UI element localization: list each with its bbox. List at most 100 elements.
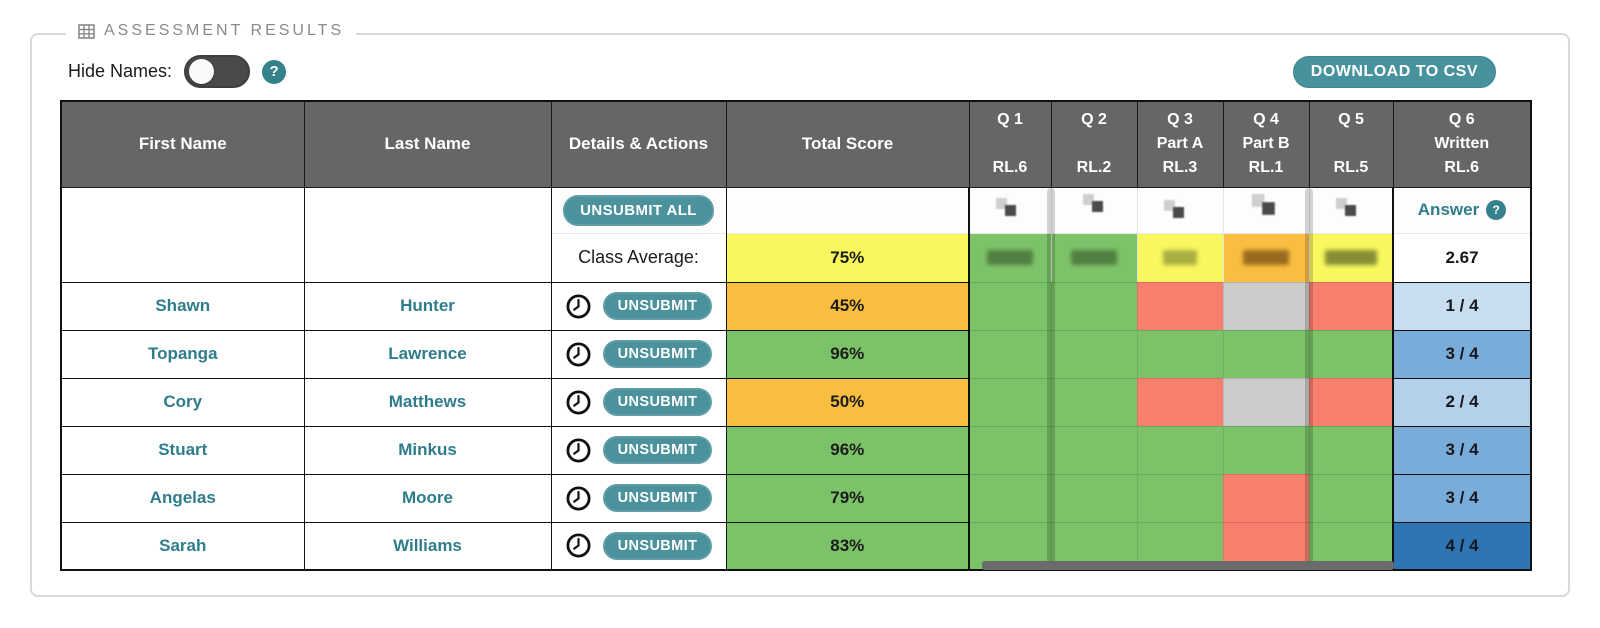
student-last-name[interactable]: Minkus xyxy=(303,426,552,475)
q5-cell xyxy=(1308,282,1394,330)
student-first-name[interactable]: Shawn xyxy=(60,281,305,331)
empty-first-name-cell xyxy=(60,186,305,283)
student-last-name[interactable]: Lawrence xyxy=(303,329,552,379)
q5-cell xyxy=(1308,330,1394,378)
q4-combo-cell xyxy=(1222,187,1310,282)
q4-cell xyxy=(1222,378,1310,426)
total-score-cell: 50% xyxy=(725,377,970,427)
q2-combo-cell xyxy=(1050,187,1138,282)
blurred-answer-key-q2 xyxy=(1091,200,1103,212)
student-last-name[interactable]: Moore xyxy=(303,473,552,523)
hide-names-toggle[interactable] xyxy=(184,55,251,88)
student-row-moore: Angelas Moore UNSUBMIT 79% 3 / 4 xyxy=(60,473,1532,523)
toolbar: Hide Names: ? DOWNLOAD TO CSV xyxy=(32,35,1568,88)
empty-last-name-cell xyxy=(303,186,552,283)
q6-class-average-cell: 2.67 xyxy=(1445,247,1479,267)
horizontal-scrollbar[interactable] xyxy=(982,561,1394,570)
download-csv-button[interactable]: DOWNLOAD TO CSV xyxy=(1292,55,1496,88)
question-area-divider-strip xyxy=(1305,188,1313,568)
q3-cell xyxy=(1136,426,1224,474)
col-header-total-score[interactable]: Total Score xyxy=(725,100,970,188)
q5-combo-cell xyxy=(1308,187,1394,282)
blurred-answer-key-q3 xyxy=(1172,206,1184,218)
details-clock-icon[interactable] xyxy=(565,389,592,416)
student-last-name[interactable]: Hunter xyxy=(303,281,552,331)
total-score-cell: 96% xyxy=(725,426,970,475)
q2-class-average-cell xyxy=(1051,233,1137,282)
details-clock-icon[interactable] xyxy=(565,293,592,320)
q2-cell xyxy=(1050,330,1138,378)
results-table: First Name Last Name Details & Actions T… xyxy=(60,100,1532,571)
panel-title: ASSESSMENT RESULTS xyxy=(104,22,345,39)
details-clock-icon[interactable] xyxy=(565,532,592,559)
col-header-q6[interactable]: Q 6 Written RL.6 xyxy=(1392,100,1532,188)
hide-names-help-icon[interactable]: ? xyxy=(262,59,287,84)
col-header-q4[interactable]: Q 4 Part B RL.1 xyxy=(1222,100,1310,188)
student-last-name[interactable]: Williams xyxy=(303,521,552,571)
blurred-average-q1 xyxy=(987,250,1034,266)
details-combo-cell: UNSUBMIT ALL Class Average: xyxy=(550,186,727,283)
blurred-average-q4 xyxy=(1243,250,1289,266)
q6-written-cell: 3 / 4 xyxy=(1392,329,1532,379)
col-header-q2[interactable]: Q 2 RL.2 xyxy=(1050,100,1138,188)
student-last-name[interactable]: Matthews xyxy=(303,377,552,427)
blurred-average-q2 xyxy=(1071,250,1117,266)
col-header-q1[interactable]: Q 1 RL.6 xyxy=(968,100,1052,188)
q3-cell xyxy=(1136,282,1224,330)
q2-cell xyxy=(1050,378,1138,426)
q4-cell xyxy=(1222,330,1310,378)
q6-written-cell: 2 / 4 xyxy=(1392,377,1532,427)
blurred-answer-key-q4 xyxy=(1261,201,1275,215)
results-table-wrap: First Name Last Name Details & Actions T… xyxy=(60,100,1532,571)
student-row-lawrence: Topanga Lawrence UNSUBMIT 96% 3 / 4 xyxy=(60,329,1532,379)
unsubmit-button[interactable]: UNSUBMIT xyxy=(602,388,713,416)
col-header-details: Details & Actions xyxy=(550,100,727,188)
details-clock-icon[interactable] xyxy=(565,341,592,368)
unsubmit-button[interactable]: UNSUBMIT xyxy=(602,340,713,368)
q1-cell xyxy=(968,282,1052,330)
q1-combo-cell xyxy=(968,187,1052,282)
student-first-name[interactable]: Stuart xyxy=(60,426,305,475)
answer-link[interactable]: Answer xyxy=(1417,200,1480,219)
answer-help-icon[interactable]: ? xyxy=(1486,200,1507,220)
col-header-q3[interactable]: Q 3 Part A RL.3 xyxy=(1136,100,1224,188)
q4-cell xyxy=(1222,474,1310,522)
total-score-cell: 83% xyxy=(725,521,970,571)
unsubmit-all-button[interactable]: UNSUBMIT ALL xyxy=(563,194,714,226)
student-first-name[interactable]: Cory xyxy=(60,377,305,427)
q5-cell xyxy=(1308,426,1394,474)
blurred-average-q5 xyxy=(1324,250,1377,266)
unsubmit-button[interactable]: UNSUBMIT xyxy=(602,436,713,464)
unsubmit-button[interactable]: UNSUBMIT xyxy=(602,531,713,560)
toggle-knob xyxy=(189,59,215,84)
q1-cell xyxy=(968,330,1052,378)
student-first-name[interactable]: Sarah xyxy=(60,521,305,571)
student-row-hunter: Shawn Hunter UNSUBMIT 45% 1 / 4 xyxy=(60,281,1532,331)
q4-cell xyxy=(1222,282,1310,330)
q3-cell xyxy=(1136,378,1224,426)
q4-cell xyxy=(1222,426,1310,474)
q6-combo-cell: Answer? 2.67 xyxy=(1392,186,1532,283)
details-clock-icon[interactable] xyxy=(565,437,592,464)
col-header-q5[interactable]: Q 5 RL.5 xyxy=(1308,100,1394,188)
class-average-total: 75% xyxy=(726,233,968,282)
student-first-name[interactable]: Topanga xyxy=(60,329,305,379)
col-header-last-name[interactable]: Last Name xyxy=(303,100,552,188)
q1-cell xyxy=(968,474,1052,522)
student-first-name[interactable]: Angelas xyxy=(60,473,305,523)
unsubmit-button[interactable]: UNSUBMIT xyxy=(602,292,713,320)
student-row-matthews: Cory Matthews UNSUBMIT 50% 2 / 4 xyxy=(60,377,1532,427)
hide-names-label: Hide Names: xyxy=(68,61,173,81)
q5-cell xyxy=(1308,378,1394,426)
col-header-first-name[interactable]: First Name xyxy=(60,100,305,188)
details-clock-icon[interactable] xyxy=(565,485,592,512)
q2-cell xyxy=(1050,426,1138,474)
q1-cell xyxy=(968,378,1052,426)
q2-cell xyxy=(1050,474,1138,522)
q5-class-average-cell xyxy=(1309,233,1392,282)
panel-legend: ASSESSMENT RESULTS xyxy=(66,22,357,40)
q4-class-average-cell xyxy=(1223,233,1309,282)
unsubmit-button[interactable]: UNSUBMIT xyxy=(602,484,713,512)
q3-cell xyxy=(1136,330,1224,378)
answer-and-average-row: UNSUBMIT ALL Class Average: 75% xyxy=(60,186,1532,283)
